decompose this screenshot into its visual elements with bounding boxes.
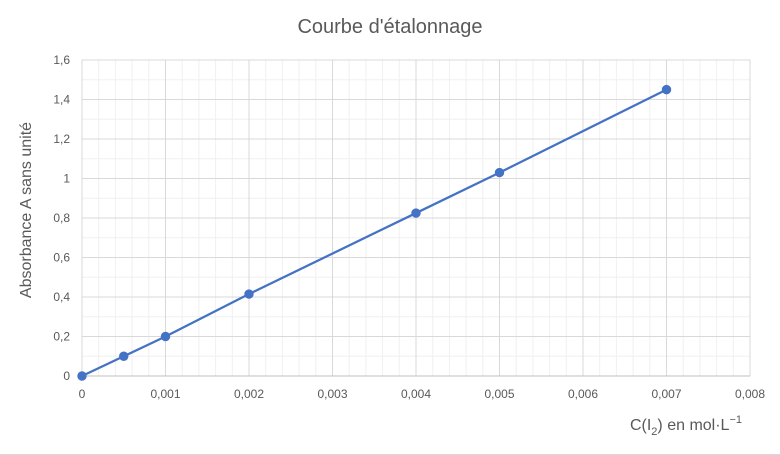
x-tick-label: 0,002 — [234, 387, 264, 401]
y-tick-label: 0,6 — [53, 251, 70, 265]
label-layer: 0 0,001 0,002 0,003 0,004 0,005 0,006 0,007 0,00… — [18, 53, 765, 438]
x-tick-label: 0,001 — [150, 387, 180, 401]
y-tick-label: 1,2 — [53, 132, 70, 146]
x-tick-label: 0 — [79, 387, 86, 401]
x-axis-label: C(I2) en mol·L−1 — [630, 414, 742, 438]
y-axis-label: Absorbance A sans unité — [18, 122, 35, 298]
x-tick-label: 0,006 — [568, 387, 598, 401]
series-line — [80, 88, 668, 378]
data-point — [77, 371, 87, 381]
y-tick-label: 1,4 — [53, 93, 70, 107]
data-point — [411, 208, 421, 218]
data-point — [160, 331, 171, 342]
series-layer — [77, 84, 672, 381]
x-tick-label: 0,007 — [651, 387, 681, 401]
data-point — [494, 167, 505, 178]
y-tick-label: 0,2 — [53, 330, 70, 344]
data-point — [244, 289, 254, 299]
x-tick-label: 0,004 — [401, 387, 431, 401]
y-tick-label: 0 — [63, 369, 70, 383]
grid-layer — [81, 59, 751, 377]
data-point — [661, 84, 672, 95]
y-tick-label: 0,8 — [53, 211, 70, 225]
x-axis-label-suffix: ) en mol·L — [657, 417, 729, 434]
data-point — [119, 351, 129, 361]
x-axis-label-superscript: −1 — [729, 414, 742, 426]
x-tick-label: 0,005 — [484, 387, 514, 401]
y-tick-label: 1,6 — [53, 53, 70, 67]
chart-title: Courbe d'étalonnage — [297, 16, 482, 38]
x-tick-label: 0,003 — [317, 387, 347, 401]
x-axis-label-subscript: 2 — [651, 426, 657, 438]
x-axis-label-prefix: C(I — [630, 417, 651, 434]
y-tick-label: 0,4 — [53, 290, 70, 304]
y-tick-label: 1 — [63, 172, 70, 186]
x-tick-label: 0,008 — [735, 387, 765, 401]
